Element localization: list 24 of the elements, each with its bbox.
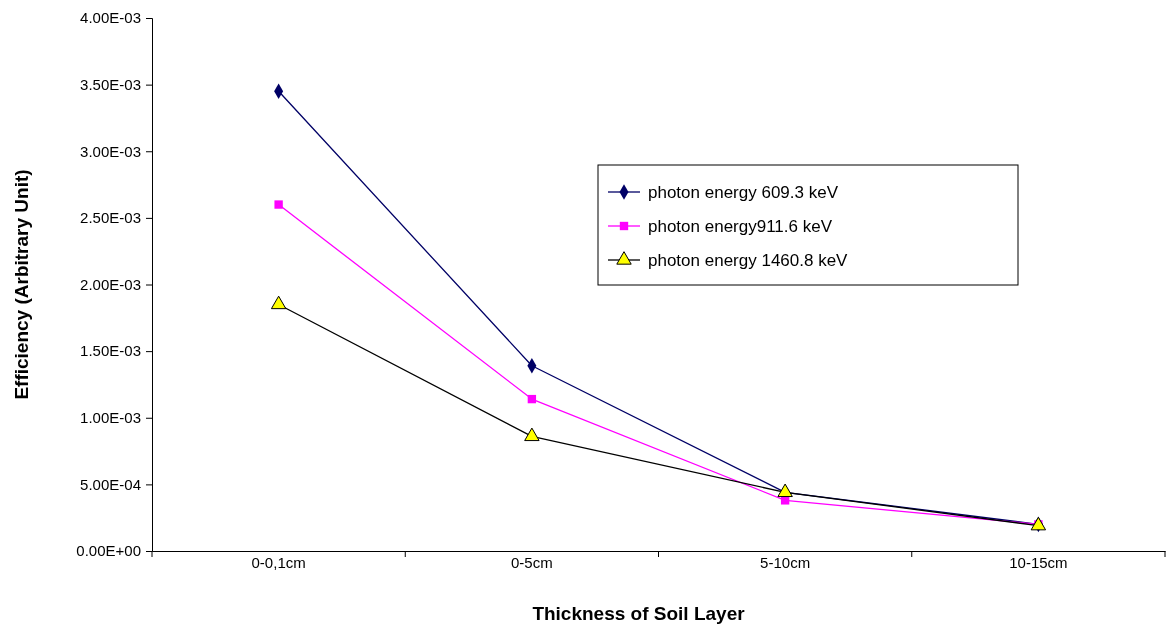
point [527,394,537,404]
x-axis-title: Thickness of Soil Layer [532,603,746,624]
point [780,496,790,505]
y-tick-label: 3.00E-03 [80,142,141,160]
y-tick-label: 3.50E-03 [80,75,141,93]
point [524,427,540,442]
point [1030,516,1047,531]
legend-label: photon energy 1460.8 keV [648,251,849,270]
x-tick-label: 10-15cm [1009,554,1068,571]
x-tick-label: 0-0,1cm [251,554,306,571]
point [274,200,283,209]
legend-label: photon energy 609.3 keV [648,183,839,202]
y-tick-label: 2.00E-03 [80,275,141,293]
y-tick-label: 5.00E-04 [80,475,141,493]
y-tick-label: 0.00E+00 [76,542,141,560]
y-tick-label: 1.50E-03 [80,342,141,360]
y-tick-label: 1.00E-03 [80,409,141,427]
y-tick-label: 2.50E-03 [80,209,141,227]
y-tick-label: 4.00E-03 [80,9,141,27]
y-axis-title: Efficiency (Arbitrary Unit) [11,169,32,400]
x-tick-label: 5-10cm [760,554,811,571]
point [270,295,287,310]
legend-label: photon energy911.6 keV [648,217,833,236]
x-tick-label: 0-5cm [511,554,553,571]
